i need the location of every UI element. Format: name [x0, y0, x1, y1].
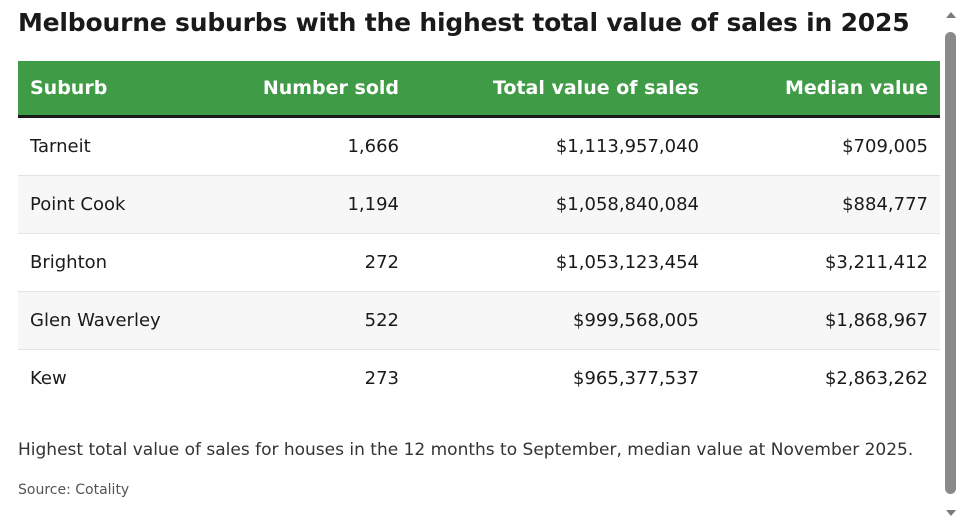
table-row: Tarneit 1,666 $1,113,957,040 $709,005: [18, 116, 940, 176]
scroll-up-arrow-icon[interactable]: [946, 12, 956, 18]
cell-suburb: Point Cook: [18, 175, 233, 234]
cell-total-value: $1,053,123,454: [411, 233, 711, 292]
table-row: Point Cook 1,194 $1,058,840,084 $884,777: [18, 175, 940, 234]
table-row: Brighton 272 $1,053,123,454 $3,211,412: [18, 233, 940, 292]
vertical-scrollbar[interactable]: [943, 10, 959, 516]
chart-title: Melbourne suburbs with the highest total…: [18, 8, 910, 37]
cell-suburb: Glen Waverley: [18, 291, 233, 350]
table-row: Glen Waverley 522 $999,568,005 $1,868,96…: [18, 291, 940, 350]
column-header-total-value: Total value of sales: [492, 77, 699, 99]
cell-total-value: $965,377,537: [573, 368, 699, 389]
cell-median-value: $3,211,412: [711, 233, 940, 292]
cell-median-value: $2,863,262: [824, 368, 928, 389]
column-header-number-sold: Number sold: [262, 77, 399, 99]
column-header-suburb: Suburb: [30, 77, 108, 99]
data-table: Suburb Number sold Total value of sales …: [18, 61, 940, 407]
cell-number-sold: 1,194: [233, 175, 411, 234]
column-header-median-value: Median value: [784, 77, 928, 99]
cell-median-value: $709,005: [711, 116, 940, 176]
cell-number-sold: 522: [233, 291, 411, 350]
table-row: Kew 273 $965,377,537 $2,863,262: [18, 350, 940, 408]
cell-median-value: $1,868,967: [711, 291, 940, 350]
cell-number-sold: 1,666: [233, 116, 411, 176]
table-note: Highest total value of sales for houses …: [18, 440, 914, 460]
scrollbar-thumb[interactable]: [945, 32, 956, 494]
cell-median-value: $884,777: [711, 175, 940, 234]
cell-suburb: Kew: [30, 368, 67, 389]
scroll-down-arrow-icon[interactable]: [946, 510, 956, 516]
source-credit: Source: Cotality: [18, 482, 130, 498]
cell-number-sold: 272: [233, 233, 411, 292]
data-table-container: Suburb Number sold Total value of sales …: [18, 61, 940, 407]
table-header-row: Suburb Number sold Total value of sales …: [18, 61, 940, 117]
cell-suburb: Brighton: [18, 233, 233, 292]
cell-total-value: $1,058,840,084: [411, 175, 711, 234]
cell-suburb: Tarneit: [18, 116, 233, 176]
cell-total-value: $999,568,005: [411, 291, 711, 350]
cell-total-value: $1,113,957,040: [411, 116, 711, 176]
cell-number-sold: 273: [364, 368, 399, 389]
